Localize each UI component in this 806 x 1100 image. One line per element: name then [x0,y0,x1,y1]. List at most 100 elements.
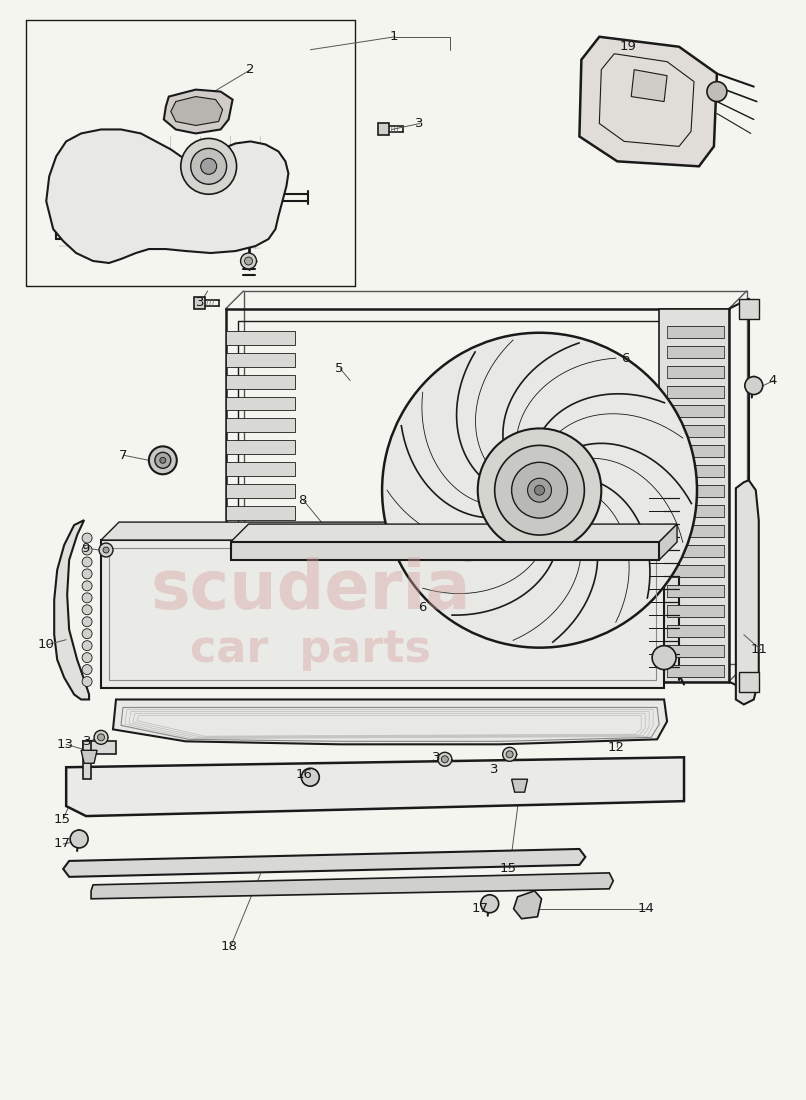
Polygon shape [667,565,724,576]
Polygon shape [226,616,295,629]
Polygon shape [226,660,295,673]
Circle shape [745,376,762,395]
Circle shape [82,605,92,615]
Text: 6: 6 [621,352,629,365]
Polygon shape [226,418,295,432]
Polygon shape [226,331,295,344]
Polygon shape [81,750,97,763]
Text: 2: 2 [246,63,254,76]
Text: 3: 3 [196,296,204,309]
Circle shape [70,830,88,848]
Polygon shape [226,594,295,608]
Polygon shape [54,520,89,700]
Text: 1: 1 [390,31,398,43]
Text: 5: 5 [335,362,343,375]
Circle shape [652,646,676,670]
Text: 17: 17 [472,902,488,915]
Polygon shape [667,585,724,597]
Text: 13: 13 [56,738,73,751]
Polygon shape [667,625,724,637]
Polygon shape [667,605,724,617]
Circle shape [82,593,92,603]
Polygon shape [101,522,682,540]
Polygon shape [193,297,205,309]
Polygon shape [631,69,667,101]
Circle shape [82,629,92,639]
Circle shape [191,148,226,185]
Circle shape [301,768,319,786]
Circle shape [201,158,217,174]
Text: 8: 8 [298,494,307,507]
Circle shape [149,447,177,474]
Polygon shape [512,779,528,792]
Circle shape [382,333,697,648]
Polygon shape [91,873,613,899]
Polygon shape [226,396,295,410]
Text: 7: 7 [119,449,127,462]
Circle shape [82,676,92,686]
Polygon shape [513,891,542,918]
Polygon shape [63,849,585,877]
Text: 4: 4 [769,374,777,387]
Text: scuderia: scuderia [150,557,471,623]
Polygon shape [226,638,295,651]
Text: 3: 3 [490,762,498,776]
Polygon shape [667,544,724,557]
Text: 14: 14 [638,902,654,915]
Polygon shape [667,645,724,657]
Polygon shape [667,505,724,517]
Text: 3: 3 [83,735,92,748]
Polygon shape [226,375,295,388]
Polygon shape [66,757,684,816]
Circle shape [94,730,108,745]
Polygon shape [580,36,717,166]
Polygon shape [739,299,758,319]
Polygon shape [378,123,389,135]
Polygon shape [83,741,116,755]
Polygon shape [231,542,659,560]
Polygon shape [667,386,724,397]
Polygon shape [226,572,295,586]
Polygon shape [46,130,289,263]
Text: 12: 12 [607,740,625,754]
Circle shape [82,652,92,662]
Polygon shape [113,700,667,745]
Text: 3: 3 [432,751,440,763]
Text: 19: 19 [619,41,636,53]
Text: 3: 3 [415,117,423,130]
Polygon shape [667,326,724,338]
Polygon shape [667,446,724,458]
Polygon shape [667,426,724,438]
Circle shape [707,81,727,101]
Polygon shape [171,97,222,125]
Circle shape [528,478,551,503]
Circle shape [103,547,109,553]
Circle shape [512,462,567,518]
Circle shape [495,446,584,535]
Polygon shape [739,672,758,692]
Text: 9: 9 [81,541,89,554]
Polygon shape [667,664,724,676]
Polygon shape [667,406,724,418]
Polygon shape [226,462,295,476]
Polygon shape [667,345,724,358]
Text: 18: 18 [221,940,238,953]
Polygon shape [659,309,729,682]
Polygon shape [667,485,724,497]
Polygon shape [226,353,295,366]
Circle shape [82,544,92,556]
Circle shape [181,139,237,195]
Circle shape [155,452,171,469]
Circle shape [98,734,105,740]
Polygon shape [231,524,677,542]
Polygon shape [101,540,664,688]
Polygon shape [226,484,295,498]
Circle shape [534,485,545,495]
Circle shape [503,747,517,761]
Polygon shape [226,550,295,564]
Polygon shape [164,89,233,133]
Polygon shape [667,525,724,537]
Circle shape [82,617,92,627]
Text: 10: 10 [37,638,54,651]
Text: 17: 17 [53,837,70,850]
